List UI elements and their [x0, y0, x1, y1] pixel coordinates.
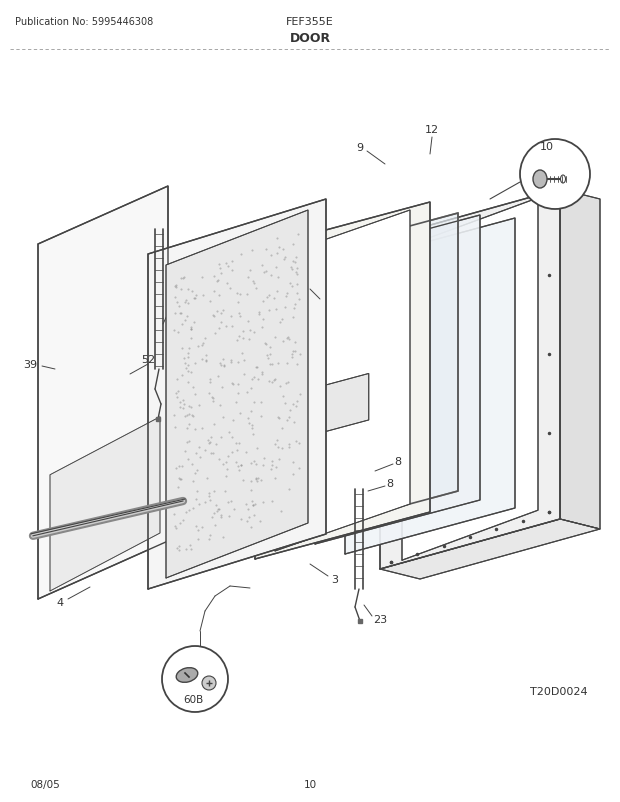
- Ellipse shape: [560, 176, 565, 184]
- Text: DOOR: DOOR: [290, 31, 330, 44]
- Text: 8: 8: [386, 479, 394, 488]
- Circle shape: [520, 140, 590, 210]
- Text: 52: 52: [141, 354, 155, 365]
- Text: 08/05: 08/05: [30, 779, 60, 789]
- Text: 17: 17: [293, 280, 307, 290]
- Polygon shape: [255, 203, 430, 559]
- Polygon shape: [298, 214, 458, 534]
- Circle shape: [202, 676, 216, 691]
- Text: 60B: 60B: [183, 695, 203, 704]
- Text: T20D0024: T20D0024: [530, 687, 588, 696]
- Text: FEF355E: FEF355E: [286, 17, 334, 27]
- Polygon shape: [148, 200, 326, 589]
- Polygon shape: [315, 216, 480, 545]
- Polygon shape: [166, 211, 308, 578]
- Text: 39: 39: [23, 359, 37, 370]
- Text: eReplacementParts.com: eReplacementParts.com: [234, 423, 386, 436]
- Polygon shape: [50, 417, 160, 591]
- Polygon shape: [316, 374, 369, 435]
- Text: 3: 3: [332, 574, 339, 585]
- Text: 12: 12: [425, 125, 439, 135]
- Polygon shape: [38, 187, 168, 599]
- Text: 10: 10: [540, 142, 554, 152]
- Text: 4: 4: [56, 597, 64, 607]
- Polygon shape: [275, 211, 410, 551]
- Text: 9: 9: [356, 143, 363, 153]
- Text: 23: 23: [373, 614, 387, 624]
- Ellipse shape: [533, 171, 547, 188]
- Text: 7: 7: [254, 302, 262, 313]
- Text: 6: 6: [244, 354, 250, 365]
- Text: 10: 10: [303, 779, 317, 789]
- Polygon shape: [380, 520, 600, 579]
- Polygon shape: [380, 190, 560, 569]
- Circle shape: [162, 646, 228, 712]
- Text: 23: 23: [168, 300, 182, 310]
- Polygon shape: [560, 190, 600, 529]
- Polygon shape: [345, 219, 515, 554]
- Text: Publication No: 5995446308: Publication No: 5995446308: [15, 17, 153, 27]
- Text: 8: 8: [394, 456, 402, 467]
- Ellipse shape: [176, 668, 198, 683]
- Polygon shape: [402, 199, 538, 561]
